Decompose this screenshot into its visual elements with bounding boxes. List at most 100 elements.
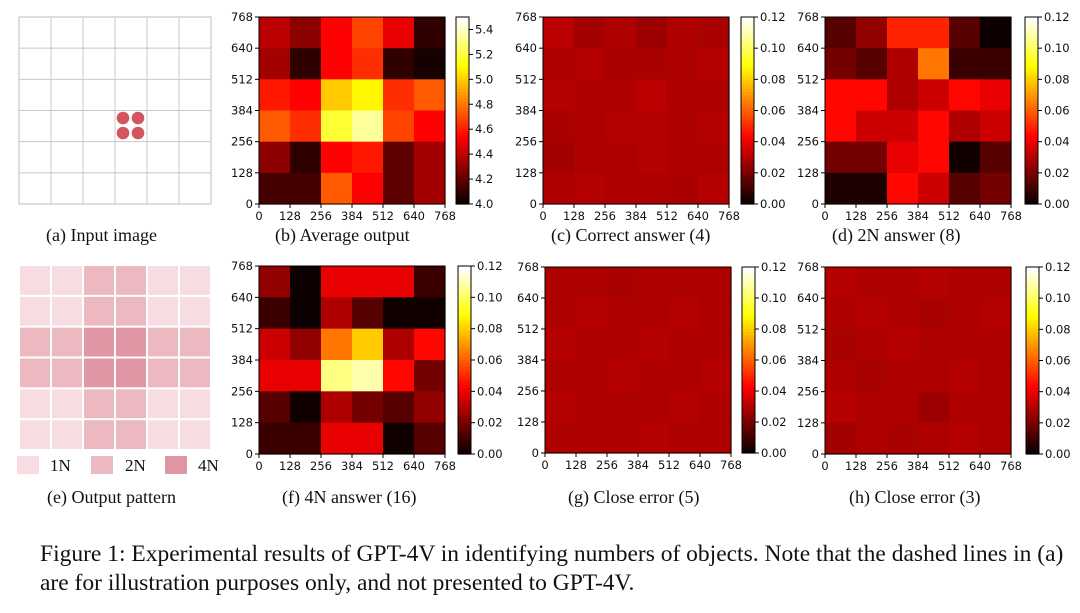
heatmap-cell-f [352,360,384,392]
y-tick-label-f: 256 [231,384,253,398]
colorbar-gradient-c [741,38,754,43]
colorbar-gradient-d [1025,88,1038,93]
heatmap-cell-h [825,391,857,424]
pattern-cell [148,358,178,388]
colorbar-gradient-b [456,160,469,165]
colorbar-gradient-c [741,200,754,205]
pattern-cell [116,389,146,419]
colorbar-tick-label-c: 0.04 [760,135,786,149]
colorbar-gradient-d [1025,138,1038,143]
colorbar-gradient-b [456,157,469,161]
caption-b: (b) Average output [275,225,410,245]
heatmap-cell-c [574,172,606,205]
heatmap-cell-f [321,328,353,361]
heatmap-cell-h [856,329,888,362]
heatmap-cell-g [700,422,732,454]
colorbar-gradient-d [1025,26,1038,31]
pattern-cell [180,296,210,326]
colorbar-gradient-b [456,20,469,24]
caption-a: (a) Input image [46,225,157,245]
y-tick-label-g: 640 [517,291,539,305]
heatmap-cell-b [414,172,446,205]
heatmap-cell-h [949,298,981,330]
colorbar-gradient-f [458,316,471,320]
colorbar-tick-label-c: 0.12 [760,10,786,24]
heatmap-cell-c [636,17,668,49]
heatmap-cell-f [290,297,322,330]
heatmap-cell-g [638,360,670,392]
colorbar-gradient-h [1026,407,1039,411]
heatmap-cell-h [887,267,919,299]
x-tick-label-f: 640 [403,459,425,473]
heatmap-cell-c [605,17,637,49]
heatmap-cell-b [259,79,291,112]
colorbar-gradient-b [456,91,469,96]
pattern-cell [84,420,114,449]
colorbar-gradient-c [741,157,754,161]
colorbar-gradient-b [456,141,469,146]
colorbar-gradient-c [741,175,754,180]
heatmap-cell-c [574,141,606,174]
legend-label-1n: 1N [50,456,71,475]
colorbar-gradient-f [458,331,471,336]
heatmap-cell-f [352,297,384,330]
pattern-cell [52,420,82,449]
colorbar-gradient-d [1025,147,1038,152]
y-tick-label-h: 768 [797,260,819,274]
heatmap-cell-h [918,298,950,330]
colorbar-gradient-d [1025,132,1038,137]
y-tick-label-d: 128 [797,166,819,180]
heatmap-cell-d [980,141,1012,174]
colorbar-tick-label-g: 0.12 [761,260,787,274]
y-tick-label-h: 384 [797,354,819,368]
colorbar-gradient-h [1026,351,1039,355]
x-tick-label-h: 640 [969,459,991,473]
heatmap-cell-d [918,172,950,205]
pattern-cell [180,327,210,357]
colorbar-gradient-g [742,332,755,336]
colorbar-gradient-h [1026,360,1039,365]
colorbar-gradient-h [1026,419,1039,424]
pattern-cell [84,327,114,357]
colorbar-gradient-h [1026,357,1039,362]
heatmap-cell-c [667,110,699,143]
colorbar-gradient-g [742,428,755,432]
heatmap-cell-f [321,360,353,392]
heatmap-cell-h [949,422,981,455]
pattern-cell [84,266,114,295]
colorbar-tick-label-b: 5.2 [475,47,493,61]
heatmap-cell-h [825,360,857,393]
heatmap-cell-f [414,360,446,392]
colorbar-gradient-d [1025,185,1038,190]
colorbar-gradient-b [456,76,469,80]
colorbar-gradient-h [1026,319,1039,324]
colorbar-gradient-g [742,353,755,358]
y-tick-label-d: 512 [797,72,819,86]
colorbar-gradient-b [456,63,469,68]
colorbar-tick-label-d: 0.04 [1044,135,1070,149]
colorbar-gradient-g [742,363,755,367]
heatmap-cell-g [669,267,701,299]
x-tick-label-f: 128 [279,459,301,473]
colorbar-gradient-d [1025,107,1038,112]
colorbar-gradient-b [456,129,469,133]
colorbar-gradient-f [458,397,471,402]
x-tick-label-f: 256 [310,459,332,473]
x-tick-label-g: 512 [658,458,680,472]
colorbar-gradient-d [1025,135,1038,140]
colorbar-gradient-h [1026,394,1039,399]
colorbar-gradient-h [1026,372,1039,377]
heatmap-cell-h [856,267,888,299]
colorbar-gradient-g [742,341,755,346]
colorbar-gradient-f [458,341,471,345]
colorbar-gradient-d [1025,79,1038,84]
colorbar-tick-label-d: 0.08 [1044,72,1070,86]
heatmap-cell-c [667,48,699,80]
colorbar-gradient-h [1026,313,1039,318]
colorbar-gradient-c [741,119,754,124]
heatmap-cell-f [383,422,415,455]
colorbar-gradient-h [1026,338,1039,343]
heatmap-cell-d [856,79,888,112]
y-tick-label-f: 128 [231,416,253,430]
heatmap-cell-c [636,172,668,205]
